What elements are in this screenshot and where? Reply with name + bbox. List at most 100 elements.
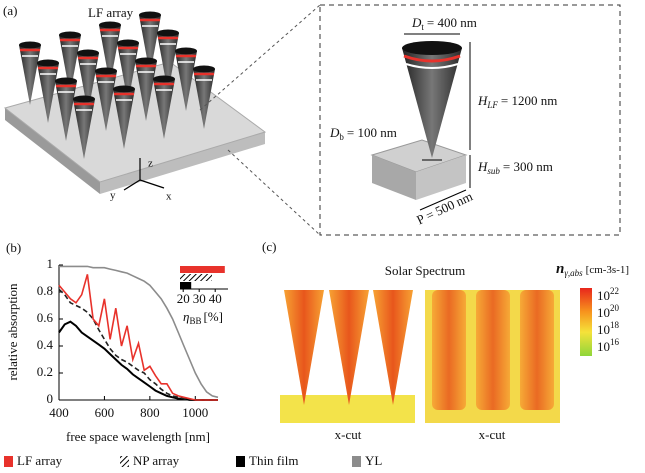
plot-area: 0 0.2 0.4 0.6 0.8 1 400 600 800 1000 20 30 40 [37,256,228,420]
colorbar-tick-label: 1016 [597,337,620,354]
cone-top [37,59,59,67]
inset-bar [180,274,212,281]
cone [77,53,99,113]
tick-base: 10 [597,288,610,303]
panel-label: (c) [262,239,276,254]
series-line [58,320,218,401]
x-tick-label: 600 [95,405,115,420]
cone [117,43,139,103]
dim-dt: Dt = 400 nm [411,15,477,32]
cone-array [19,11,215,159]
cone [135,61,157,121]
y-tick-label: 0.8 [37,283,53,298]
tick-exponent: 22 [610,286,619,296]
inset-tick-label: 20 [177,291,190,306]
inset-tick-label: 40 [209,291,222,306]
cone [153,79,175,139]
axis-z: z [148,158,153,170]
y-tick-label: 0.6 [37,310,54,325]
tick-exponent: 20 [610,303,620,313]
legend: LF array NP array Thin film YL [4,453,382,468]
tick-exponent: 18 [610,320,620,330]
cone-top [73,95,95,103]
cone-top [59,31,81,39]
y-axis-title: relative absorption [5,283,20,381]
cone [139,15,161,75]
zoom-box [319,4,621,236]
cone [19,45,41,105]
x-axis-title: free space wavelength [nm] [66,429,210,444]
inset-tick-label: 30 [193,291,206,306]
legend-swatch [4,456,13,467]
y-tick-label: 0.2 [37,364,53,379]
legend-label: NP array [133,453,180,468]
cone-top [135,57,157,65]
cone-top [139,11,161,19]
series-line [59,265,219,399]
cut-label: x-cut [335,427,362,442]
dim-hlf: HLF = 1200 nm [477,93,557,110]
x-tick-label: 1000 [182,405,208,420]
cone [55,81,77,141]
cone-top [95,67,117,75]
unit-cell [370,41,468,200]
dim-hsub: Hsub = 300 nm [477,159,553,176]
dimension-arrows [404,33,471,211]
panel-label: (a) [3,3,17,18]
colorbar-tick-label: 1022 [597,286,619,303]
cone [37,63,59,123]
axes-triad [123,158,165,191]
colorbar-tick-label: 1018 [597,320,620,337]
series-line [58,274,218,401]
zoom-line [199,4,321,111]
cone-top [55,77,77,85]
tick-exponent: 16 [610,337,620,347]
inset-axis-title: ηBB [%] [183,309,223,326]
cone-top [175,47,197,55]
cone-top [19,41,41,49]
cone [193,69,215,129]
cone-top [157,29,179,37]
cone-top [113,85,135,93]
cone [157,33,179,93]
legend-label: Thin film [249,453,298,468]
y-tick-label: 1 [47,256,54,271]
colorbar-tick-label: 1020 [597,303,620,320]
inset-bar [180,266,225,273]
cone-top [193,65,215,73]
x-tick-label: 800 [140,405,160,420]
cone [175,51,197,111]
series-line [58,288,218,401]
inset-bar [180,282,192,289]
cone-top [99,21,121,29]
cone [95,71,117,131]
panel-label: (b) [6,240,21,255]
cone-top [153,75,175,83]
cone [99,25,121,85]
colorbar-label: nγ,abs [cm-3s-1] [556,261,629,278]
cone [73,99,95,159]
cone [59,35,81,95]
cone [113,89,135,149]
tick-base: 10 [597,305,610,320]
tick-base: 10 [597,339,610,354]
legend-swatch [120,456,129,467]
cone-top [117,39,139,47]
cone-top [77,49,99,57]
axis-y: y [110,190,116,202]
colorbar [580,288,592,356]
map-title: Solar Spectrum [385,263,466,278]
legend-label: YL [365,453,382,468]
dim-db: Db = 100 nm [329,125,397,142]
legend-label: LF array [17,453,63,468]
legend-swatch [352,456,361,467]
y-tick-label: 0 [47,391,54,406]
x-tick-label: 400 [49,405,69,420]
axis-x: x [166,191,172,203]
legend-swatch [236,456,245,467]
field-map-left [280,290,415,423]
cut-label: x-cut [479,427,506,442]
array-title: LF array [88,5,134,20]
